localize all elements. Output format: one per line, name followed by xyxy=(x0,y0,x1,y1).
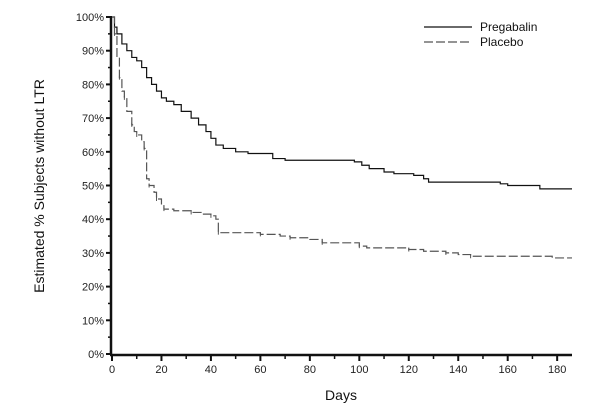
axes: 0% 10% 20% 30% 40% 50% 60% 70% 80% 90% 100% 0 20 40 60… xyxy=(76,12,572,376)
y-tick-label: 40% xyxy=(82,214,104,226)
y-tick-label: 20% xyxy=(82,282,104,294)
legend-label-pregabalin: Pregabalin xyxy=(480,20,537,34)
x-tick-label: 140 xyxy=(449,364,467,376)
y-tick-label: 90% xyxy=(82,46,104,58)
legend-label-placebo: Placebo xyxy=(480,35,524,49)
y-tick-label: 100% xyxy=(76,12,104,24)
series-group xyxy=(112,16,572,259)
x-axis-title: Days xyxy=(325,387,357,403)
x-tick-label: 160 xyxy=(499,364,517,376)
x-tick-label: 60 xyxy=(254,364,266,376)
y-tick-label: 10% xyxy=(82,315,104,327)
y-axis-title: Estimated % Subjects without LTR xyxy=(31,79,47,293)
x-tick-label: 80 xyxy=(304,364,316,376)
y-tick-label: 60% xyxy=(82,147,104,159)
x-tick-label: 40 xyxy=(205,364,217,376)
y-tick-label: 30% xyxy=(82,248,104,260)
x-tick-label: 100 xyxy=(350,364,368,376)
series-line-pregabalin xyxy=(112,16,572,190)
y-tick-label: 80% xyxy=(82,79,104,91)
x-tick-label: 120 xyxy=(400,364,418,376)
x-tick-label: 20 xyxy=(155,364,167,376)
y-tick-label: 0% xyxy=(88,349,104,361)
x-tick-label: 180 xyxy=(548,364,566,376)
y-tick-label: 50% xyxy=(82,181,104,193)
x-tick-label: 0 xyxy=(109,364,115,376)
y-tick-label: 70% xyxy=(82,113,104,125)
series-line-placebo xyxy=(112,16,572,259)
